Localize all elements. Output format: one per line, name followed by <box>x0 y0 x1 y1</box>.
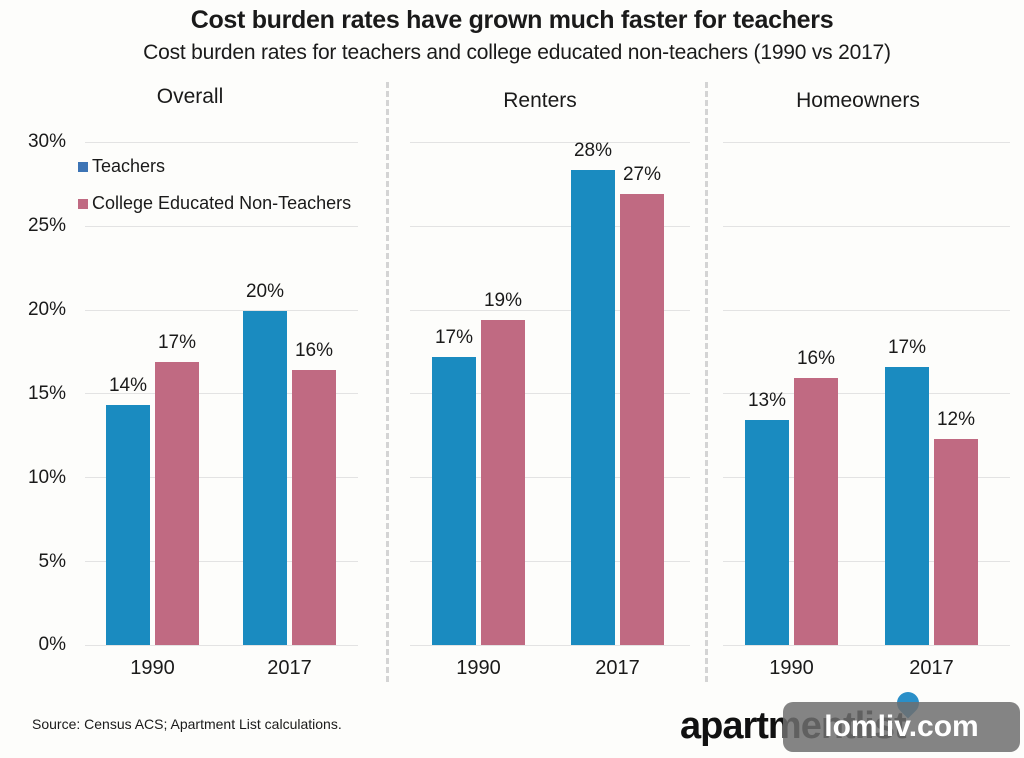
gridline <box>85 477 358 479</box>
panel-title-overall: Overall <box>156 85 224 108</box>
legend-item-teachers: Teachers <box>78 156 165 177</box>
panel-title-homeowners: Homeowners <box>796 89 920 112</box>
bar-value-label: 17% <box>434 326 474 348</box>
gridline <box>85 141 358 143</box>
gridline <box>85 393 358 395</box>
legend-swatch-teachers <box>78 161 88 172</box>
gridline <box>85 309 358 311</box>
bar-non-teachers <box>481 319 525 645</box>
bar-value-label: 19% <box>483 289 523 311</box>
source-note: Source: Census ACS; Apartment List calcu… <box>32 716 342 732</box>
x-axis-label: 2017 <box>267 657 312 679</box>
y-tick-label: 5% <box>38 551 66 572</box>
bar-non-teachers <box>794 378 838 645</box>
gridline <box>410 645 690 646</box>
bar-teachers <box>243 311 287 645</box>
gridline <box>723 141 1010 143</box>
gridline <box>723 309 1010 311</box>
legend-label: College Educated Non-Teachers <box>92 193 352 213</box>
bar-value-label: 28% <box>573 140 613 162</box>
legend-item-non-teachers: College Educated Non-Teachers <box>78 193 351 214</box>
panel-divider <box>705 82 708 682</box>
y-tick-label: 0% <box>38 634 66 655</box>
legend-label: Teachers <box>92 156 166 176</box>
gridline <box>723 561 1010 563</box>
bar-non-teachers <box>934 438 978 645</box>
gridline <box>410 477 690 479</box>
gridline <box>85 645 358 646</box>
bar-value-label: 17% <box>157 331 197 353</box>
bar-value-label: 20% <box>245 281 285 303</box>
y-tick-label: 15% <box>27 383 66 404</box>
bar-teachers <box>106 405 150 645</box>
gridline <box>723 225 1010 227</box>
bar-non-teachers <box>620 193 664 645</box>
bar-value-label: 14% <box>108 375 148 397</box>
gridline <box>410 225 690 227</box>
bar-value-label: 13% <box>747 390 787 412</box>
y-tick-label: 20% <box>27 299 66 320</box>
gridline <box>723 393 1010 395</box>
panel-title-renters: Renters <box>503 89 577 112</box>
chart-title: Cost burden rates have grown much faster… <box>190 6 834 34</box>
bar-teachers <box>885 366 929 645</box>
x-axis-label: 1990 <box>130 657 175 679</box>
gridline <box>85 561 358 563</box>
x-axis-label: 1990 <box>769 657 814 679</box>
panel-divider <box>386 82 389 682</box>
gridline <box>410 309 690 311</box>
bar-value-label: 12% <box>936 408 976 430</box>
gridline <box>410 141 690 143</box>
bar-value-label: 17% <box>887 336 927 358</box>
y-tick-label: 30% <box>27 131 66 152</box>
bar-value-label: 27% <box>622 163 662 185</box>
bar-teachers <box>432 356 476 645</box>
bar-non-teachers <box>292 369 336 645</box>
gridline <box>723 477 1010 479</box>
y-tick-label: 10% <box>27 467 66 488</box>
bar-value-label: 16% <box>796 348 836 370</box>
chart-subtitle: Cost burden rates for teachers and colle… <box>143 41 891 64</box>
gridline <box>723 645 1010 646</box>
bar-non-teachers <box>155 361 199 645</box>
x-axis-label: 1990 <box>456 657 501 679</box>
x-axis-label: 2017 <box>595 657 640 679</box>
y-tick-label: 25% <box>27 215 66 236</box>
x-axis-label: 2017 <box>909 657 954 679</box>
bar-teachers <box>745 420 789 645</box>
gridline <box>85 225 358 227</box>
bar-teachers <box>571 170 615 645</box>
gridline <box>410 393 690 395</box>
bar-value-label: 16% <box>294 339 334 361</box>
gridline <box>410 561 690 563</box>
legend-swatch-non-teachers <box>78 198 88 209</box>
watermark: lomliv.com <box>783 702 1020 752</box>
